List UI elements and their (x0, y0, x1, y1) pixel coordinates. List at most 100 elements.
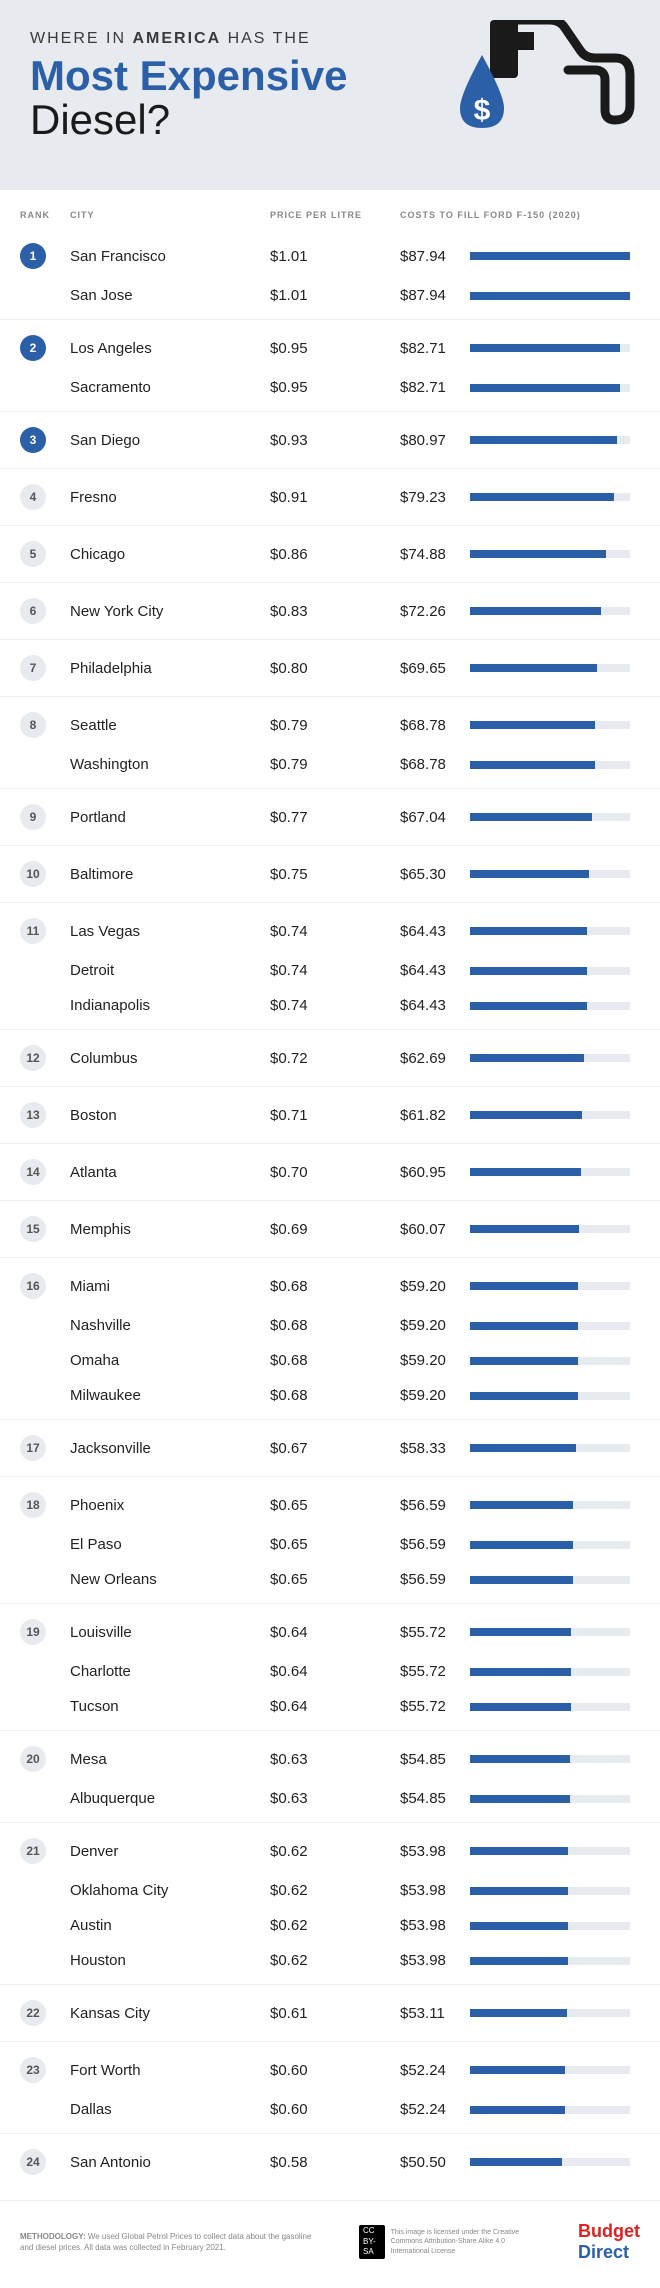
price-per-litre: $0.68 (270, 1387, 400, 1404)
table-row: Albuquerque$0.63$54.85 (0, 1781, 660, 1816)
rank-cell: 9 (20, 804, 70, 830)
bar-fill (470, 1002, 587, 1010)
rank-badge: 8 (20, 712, 46, 738)
bar-fill (470, 344, 620, 352)
price-per-litre: $0.65 (270, 1536, 400, 1553)
fill-cost: $67.04 (400, 809, 460, 826)
bar-track (470, 1703, 630, 1711)
rank-badge: 11 (20, 918, 46, 944)
bar-track (470, 1668, 630, 1676)
bar-track (470, 1357, 630, 1365)
price-per-litre: $0.75 (270, 866, 400, 883)
bar-fill (470, 927, 587, 935)
bar-fill (470, 1703, 571, 1711)
price-per-litre: $0.65 (270, 1571, 400, 1588)
cost-cell: $56.59 (400, 1536, 630, 1553)
bar-fill (470, 2158, 562, 2166)
table-row: 15Memphis$0.69$60.07 (0, 1207, 660, 1251)
fill-cost: $56.59 (400, 1536, 460, 1553)
bar-fill (470, 493, 614, 501)
rank-group: 14Atlanta$0.70$60.95 (0, 1144, 660, 1201)
fill-cost: $53.11 (400, 2005, 460, 2022)
city-name: Philadelphia (70, 660, 270, 677)
cost-cell: $65.30 (400, 866, 630, 883)
rank-cell: 8 (20, 712, 70, 738)
bar-fill (470, 1957, 568, 1965)
rank-group: 1San Francisco$1.01$87.94San Jose$1.01$8… (0, 228, 660, 320)
city-name: Kansas City (70, 2005, 270, 2022)
price-per-litre: $0.74 (270, 962, 400, 979)
cost-cell: $64.43 (400, 962, 630, 979)
methodology: METHODOLOGY: We used Global Petrol Price… (20, 2231, 320, 2253)
rank-badge: 13 (20, 1102, 46, 1128)
price-per-litre: $1.01 (270, 248, 400, 265)
city-name: Denver (70, 1843, 270, 1860)
column-headers: RANK CITY PRICE PER LITRE COSTS TO FILL … (0, 190, 660, 228)
rank-cell: 20 (20, 1746, 70, 1772)
rank-group: 21Denver$0.62$53.98Oklahoma City$0.62$53… (0, 1823, 660, 1985)
table-row: 24San Antonio$0.58$50.50 (0, 2140, 660, 2184)
price-per-litre: $0.91 (270, 489, 400, 506)
table-row: Houston$0.62$53.98 (0, 1943, 660, 1978)
fill-cost: $65.30 (400, 866, 460, 883)
bar-fill (470, 384, 620, 392)
bar-track (470, 2158, 630, 2166)
price-per-litre: $0.65 (270, 1497, 400, 1514)
table-row: El Paso$0.65$56.59 (0, 1527, 660, 1562)
cost-cell: $79.23 (400, 489, 630, 506)
rank-cell: 11 (20, 918, 70, 944)
bar-track (470, 1501, 630, 1509)
fill-cost: $55.72 (400, 1663, 460, 1680)
rank-group: 7Philadelphia$0.80$69.65 (0, 640, 660, 697)
table-row: Nashville$0.68$59.20 (0, 1308, 660, 1343)
table-row: 22Kansas City$0.61$53.11 (0, 1991, 660, 2035)
fill-cost: $54.85 (400, 1751, 460, 1768)
rank-cell: 1 (20, 243, 70, 269)
bar-track (470, 1922, 630, 1930)
price-per-litre: $0.58 (270, 2154, 400, 2171)
rank-badge: 23 (20, 2057, 46, 2083)
bar-track (470, 2009, 630, 2017)
brand-logo: Budget Direct (578, 2221, 640, 2263)
rank-group: 24San Antonio$0.58$50.50 (0, 2134, 660, 2190)
city-name: Portland (70, 809, 270, 826)
table-body: 1San Francisco$1.01$87.94San Jose$1.01$8… (0, 228, 660, 2190)
rank-group: 6New York City$0.83$72.26 (0, 583, 660, 640)
city-name: San Francisco (70, 248, 270, 265)
cost-cell: $59.20 (400, 1278, 630, 1295)
fill-cost: $55.72 (400, 1698, 460, 1715)
city-name: Phoenix (70, 1497, 270, 1514)
table-row: 13Boston$0.71$61.82 (0, 1093, 660, 1137)
price-per-litre: $0.72 (270, 1050, 400, 1067)
methodology-label: METHODOLOGY: (20, 2232, 86, 2241)
bar-track (470, 1576, 630, 1584)
price-per-litre: $0.74 (270, 923, 400, 940)
table-row: Milwaukee$0.68$59.20 (0, 1378, 660, 1413)
pretitle-plain: WHERE IN (30, 30, 132, 47)
city-name: Detroit (70, 962, 270, 979)
price-per-litre: $0.62 (270, 1952, 400, 1969)
price-per-litre: $0.93 (270, 432, 400, 449)
price-per-litre: $0.71 (270, 1107, 400, 1124)
bar-track (470, 1322, 630, 1330)
table-row: Austin$0.62$53.98 (0, 1908, 660, 1943)
city-name: Tucson (70, 1698, 270, 1715)
table-row: 23Fort Worth$0.60$52.24 (0, 2048, 660, 2092)
rank-badge: 4 (20, 484, 46, 510)
bar-fill (470, 664, 597, 672)
price-per-litre: $0.62 (270, 1882, 400, 1899)
rank-group: 11Las Vegas$0.74$64.43Detroit$0.74$64.43… (0, 903, 660, 1030)
rank-group: 15Memphis$0.69$60.07 (0, 1201, 660, 1258)
bar-track (470, 2066, 630, 2074)
city-name: Atlanta (70, 1164, 270, 1181)
fuel-pump-icon: $ (420, 20, 640, 140)
rank-cell: 5 (20, 541, 70, 567)
price-per-litre: $0.61 (270, 2005, 400, 2022)
cost-cell: $58.33 (400, 1440, 630, 1457)
cost-cell: $53.11 (400, 2005, 630, 2022)
city-name: San Antonio (70, 2154, 270, 2171)
fill-cost: $55.72 (400, 1624, 460, 1641)
cost-cell: $54.85 (400, 1790, 630, 1807)
table-row: 7Philadelphia$0.80$69.65 (0, 646, 660, 690)
bar-fill (470, 1576, 573, 1584)
